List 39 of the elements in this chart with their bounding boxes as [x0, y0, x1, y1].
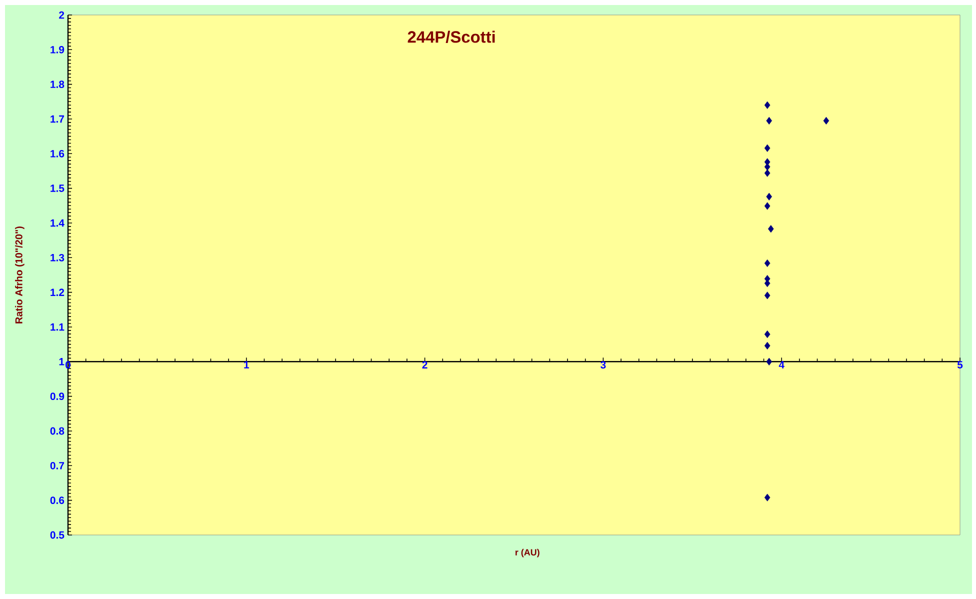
point	[764, 101, 770, 109]
x-tick-label: 4	[778, 361, 784, 368]
point	[764, 280, 770, 288]
y-axis-title: Ratio Afrho (10"/20")	[15, 226, 24, 324]
y-tick-label: 0.9	[50, 392, 64, 400]
y-tick-label: 1.9	[50, 46, 64, 54]
y-tick-label: 0.6	[50, 496, 64, 504]
point	[764, 259, 770, 267]
y-tick-label: 1.7	[50, 115, 64, 123]
point	[764, 144, 770, 152]
point	[764, 292, 770, 300]
point	[764, 169, 770, 177]
y-tick-label: 0.7	[50, 462, 64, 470]
y-tick-label: 0.5	[50, 531, 64, 539]
y-tick-label: 1.6	[50, 150, 64, 158]
point	[764, 163, 770, 171]
point	[766, 116, 772, 125]
x-axis-title: r (AU)	[516, 548, 540, 558]
y-tick-label: 1.3	[50, 254, 64, 262]
y-tick-label: 1.1	[50, 323, 64, 331]
y-tick-label: 1.2	[50, 288, 64, 296]
point	[764, 494, 770, 502]
point	[768, 225, 774, 233]
point	[764, 342, 770, 350]
point	[766, 192, 772, 200]
point	[766, 358, 772, 366]
y-tick-label: 1.8	[50, 80, 64, 88]
x-tick-label: 5	[957, 361, 963, 368]
y-tick-label: 1.4	[50, 219, 64, 227]
text: 244P/Scotti	[408, 30, 495, 43]
y-tick-label: 2	[59, 11, 64, 19]
x-tick-label: 3	[600, 361, 606, 369]
x-tick-label: 1	[244, 361, 250, 368]
point	[764, 330, 770, 338]
point	[823, 116, 830, 125]
y-tick-label: 0.8	[50, 427, 64, 435]
point	[764, 202, 770, 210]
y-tick-label: 1.5	[50, 184, 64, 192]
x-tick-label: 2	[422, 361, 428, 368]
